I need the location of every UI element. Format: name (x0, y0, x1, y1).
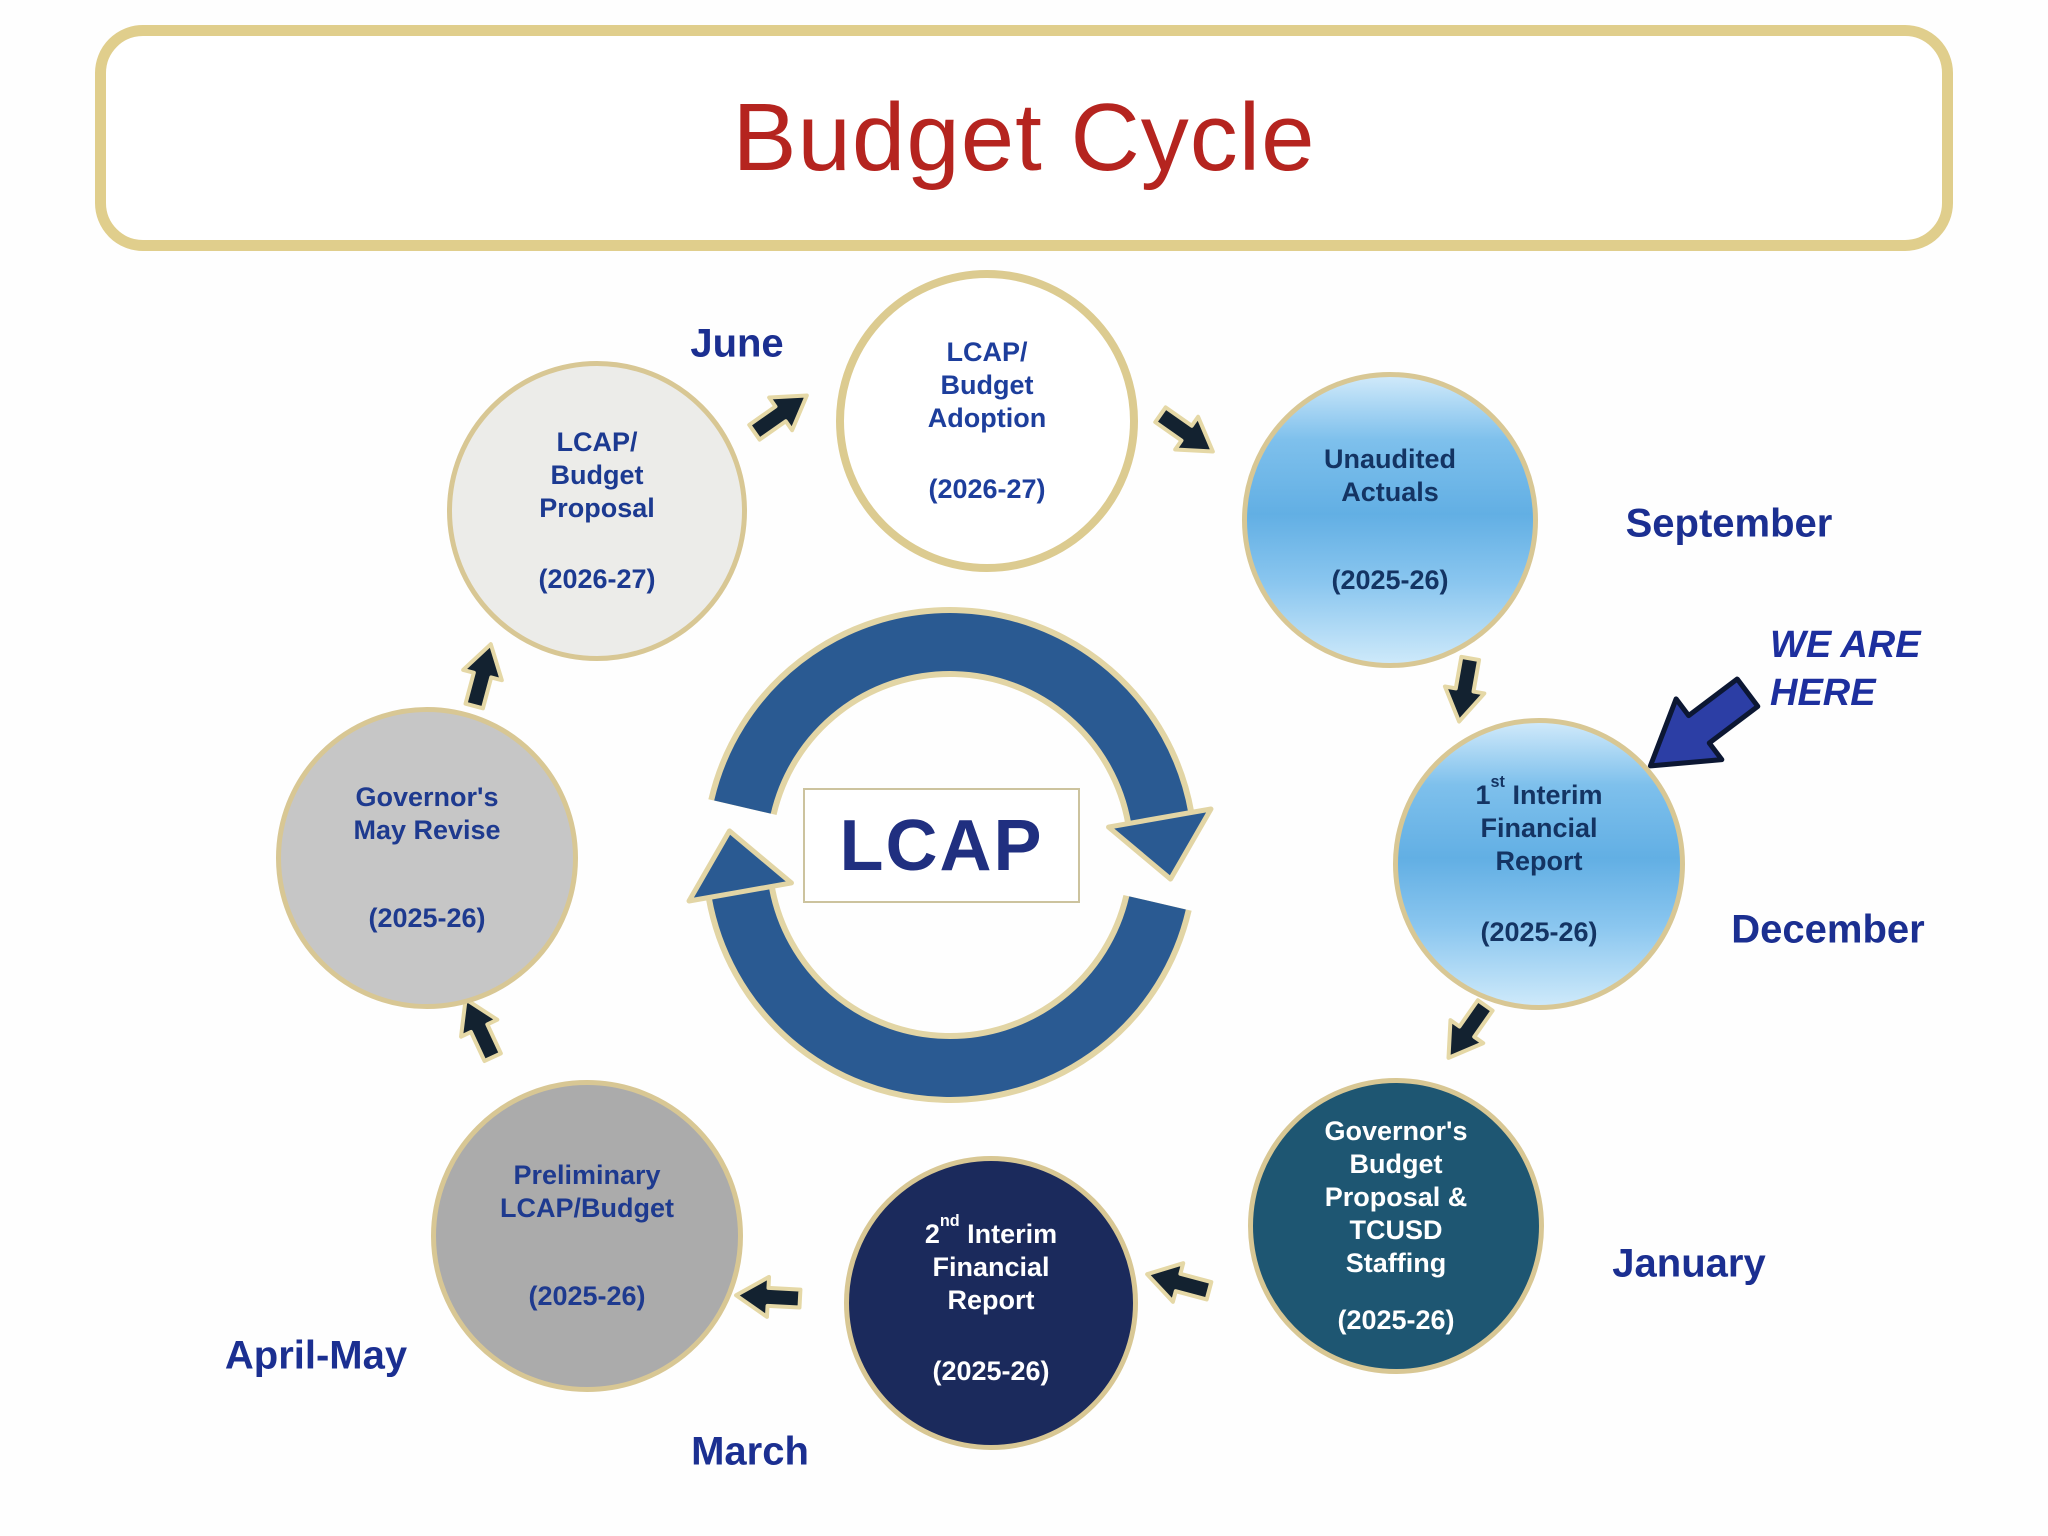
flow-arrow-2 (747, 393, 809, 442)
month-label-september: September (1625, 501, 1833, 546)
node-line: Governor's (1324, 1116, 1468, 1147)
node-line: LCAP/ (556, 427, 638, 458)
node-line: LCAP/Budget (500, 1192, 674, 1223)
month-label-january: January (1612, 1241, 1766, 1286)
month-label-june: June (690, 321, 784, 366)
flow-arrow-1 (461, 642, 504, 711)
node-line: May Revise (353, 814, 501, 845)
flow-arrow-5 (1446, 998, 1495, 1060)
flow-arrow-3 (1153, 405, 1215, 454)
flow-arrow-4 (1442, 654, 1487, 724)
node-line: LCAP/ (946, 337, 1028, 368)
node-line: Budget (550, 460, 644, 491)
node-line: Budget (1349, 1149, 1443, 1180)
node-lcap-budget-adoption: LCAP/Budget Adoption (2026-27) (836, 270, 1138, 572)
page-title: Budget Cycle (732, 84, 1316, 191)
node-line: Proposal (539, 493, 655, 523)
node-year: (2025-26) (528, 1281, 646, 1312)
node-line: Budget (940, 370, 1034, 401)
flow-arrow-8 (459, 997, 503, 1063)
node-line: Staffing (1345, 1247, 1447, 1278)
node-line: 2nd Interim (924, 1211, 1058, 1250)
node-year: (2026-27) (928, 473, 1046, 504)
cycle-ring-arrowhead-right (1106, 806, 1214, 882)
node-governors-budget-proposal-tcusd-staffing: Governor's Budget Proposal & TCUSD Staffing (… (1248, 1078, 1544, 1374)
node-line: Governor's (355, 781, 499, 812)
we-are-here-arrow (1647, 676, 1761, 769)
cycle-ring-arrowhead-left (686, 828, 794, 904)
cycle-ring-bottom-arc (711, 886, 1186, 1097)
node-lcap-budget-proposal: LCAP/Budget Proposal (2026-27) (447, 361, 747, 661)
month-label-march: March (691, 1429, 809, 1474)
we-are-here-line2: HERE (1770, 671, 1876, 714)
node-year: (2025-26) (368, 903, 486, 934)
we-are-here-line1: WE ARE (1770, 624, 1921, 666)
cycle-ring-top-arc (714, 613, 1189, 824)
month-label-april-may: April-May (224, 1333, 408, 1378)
flow-arrow-7 (734, 1274, 803, 1319)
title-box: Budget Cycle (95, 25, 1953, 251)
node-governors-may-revise: Governor's May Revise (2025-26) (276, 707, 578, 1009)
node-line: TCUSD (1349, 1215, 1443, 1245)
we-are-here-label: WE ARE HERE (1770, 622, 1921, 717)
node-line: Adoption (927, 403, 1047, 433)
node-line: Financial (1480, 813, 1598, 844)
lcap-center-box: LCAP (803, 788, 1080, 903)
node-line: 1st Interim (1475, 772, 1603, 811)
node-second-interim-financial-report: 2nd Interim Financial Report (2025-26) (844, 1156, 1138, 1450)
node-line: Proposal & (1324, 1182, 1468, 1213)
node-year: (2025-26) (1331, 565, 1449, 596)
node-year: (2025-26) (1480, 916, 1598, 947)
node-line: Actuals (1341, 476, 1439, 507)
month-label-december: December (1731, 907, 1925, 952)
node-line: Report (947, 1285, 1035, 1315)
node-line: Financial (932, 1252, 1050, 1283)
flow-arrow-6 (1145, 1261, 1214, 1304)
node-year: (2025-26) (932, 1355, 1050, 1386)
node-line: Preliminary (513, 1159, 661, 1190)
node-first-interim-financial-report: 1st Interim Financial Report (2025-26) (1393, 718, 1685, 1010)
node-unaudited-actuals: Unaudited Actuals (2025-26) (1242, 372, 1538, 668)
node-line: Unaudited (1324, 443, 1456, 474)
node-year: (2026-27) (538, 563, 656, 594)
lcap-center-label: LCAP (839, 805, 1044, 886)
node-line: Report (1495, 846, 1583, 876)
node-year: (2025-26) (1337, 1304, 1455, 1335)
node-preliminary-lcap-budget: Preliminary LCAP/Budget (2025-26) (431, 1080, 743, 1392)
